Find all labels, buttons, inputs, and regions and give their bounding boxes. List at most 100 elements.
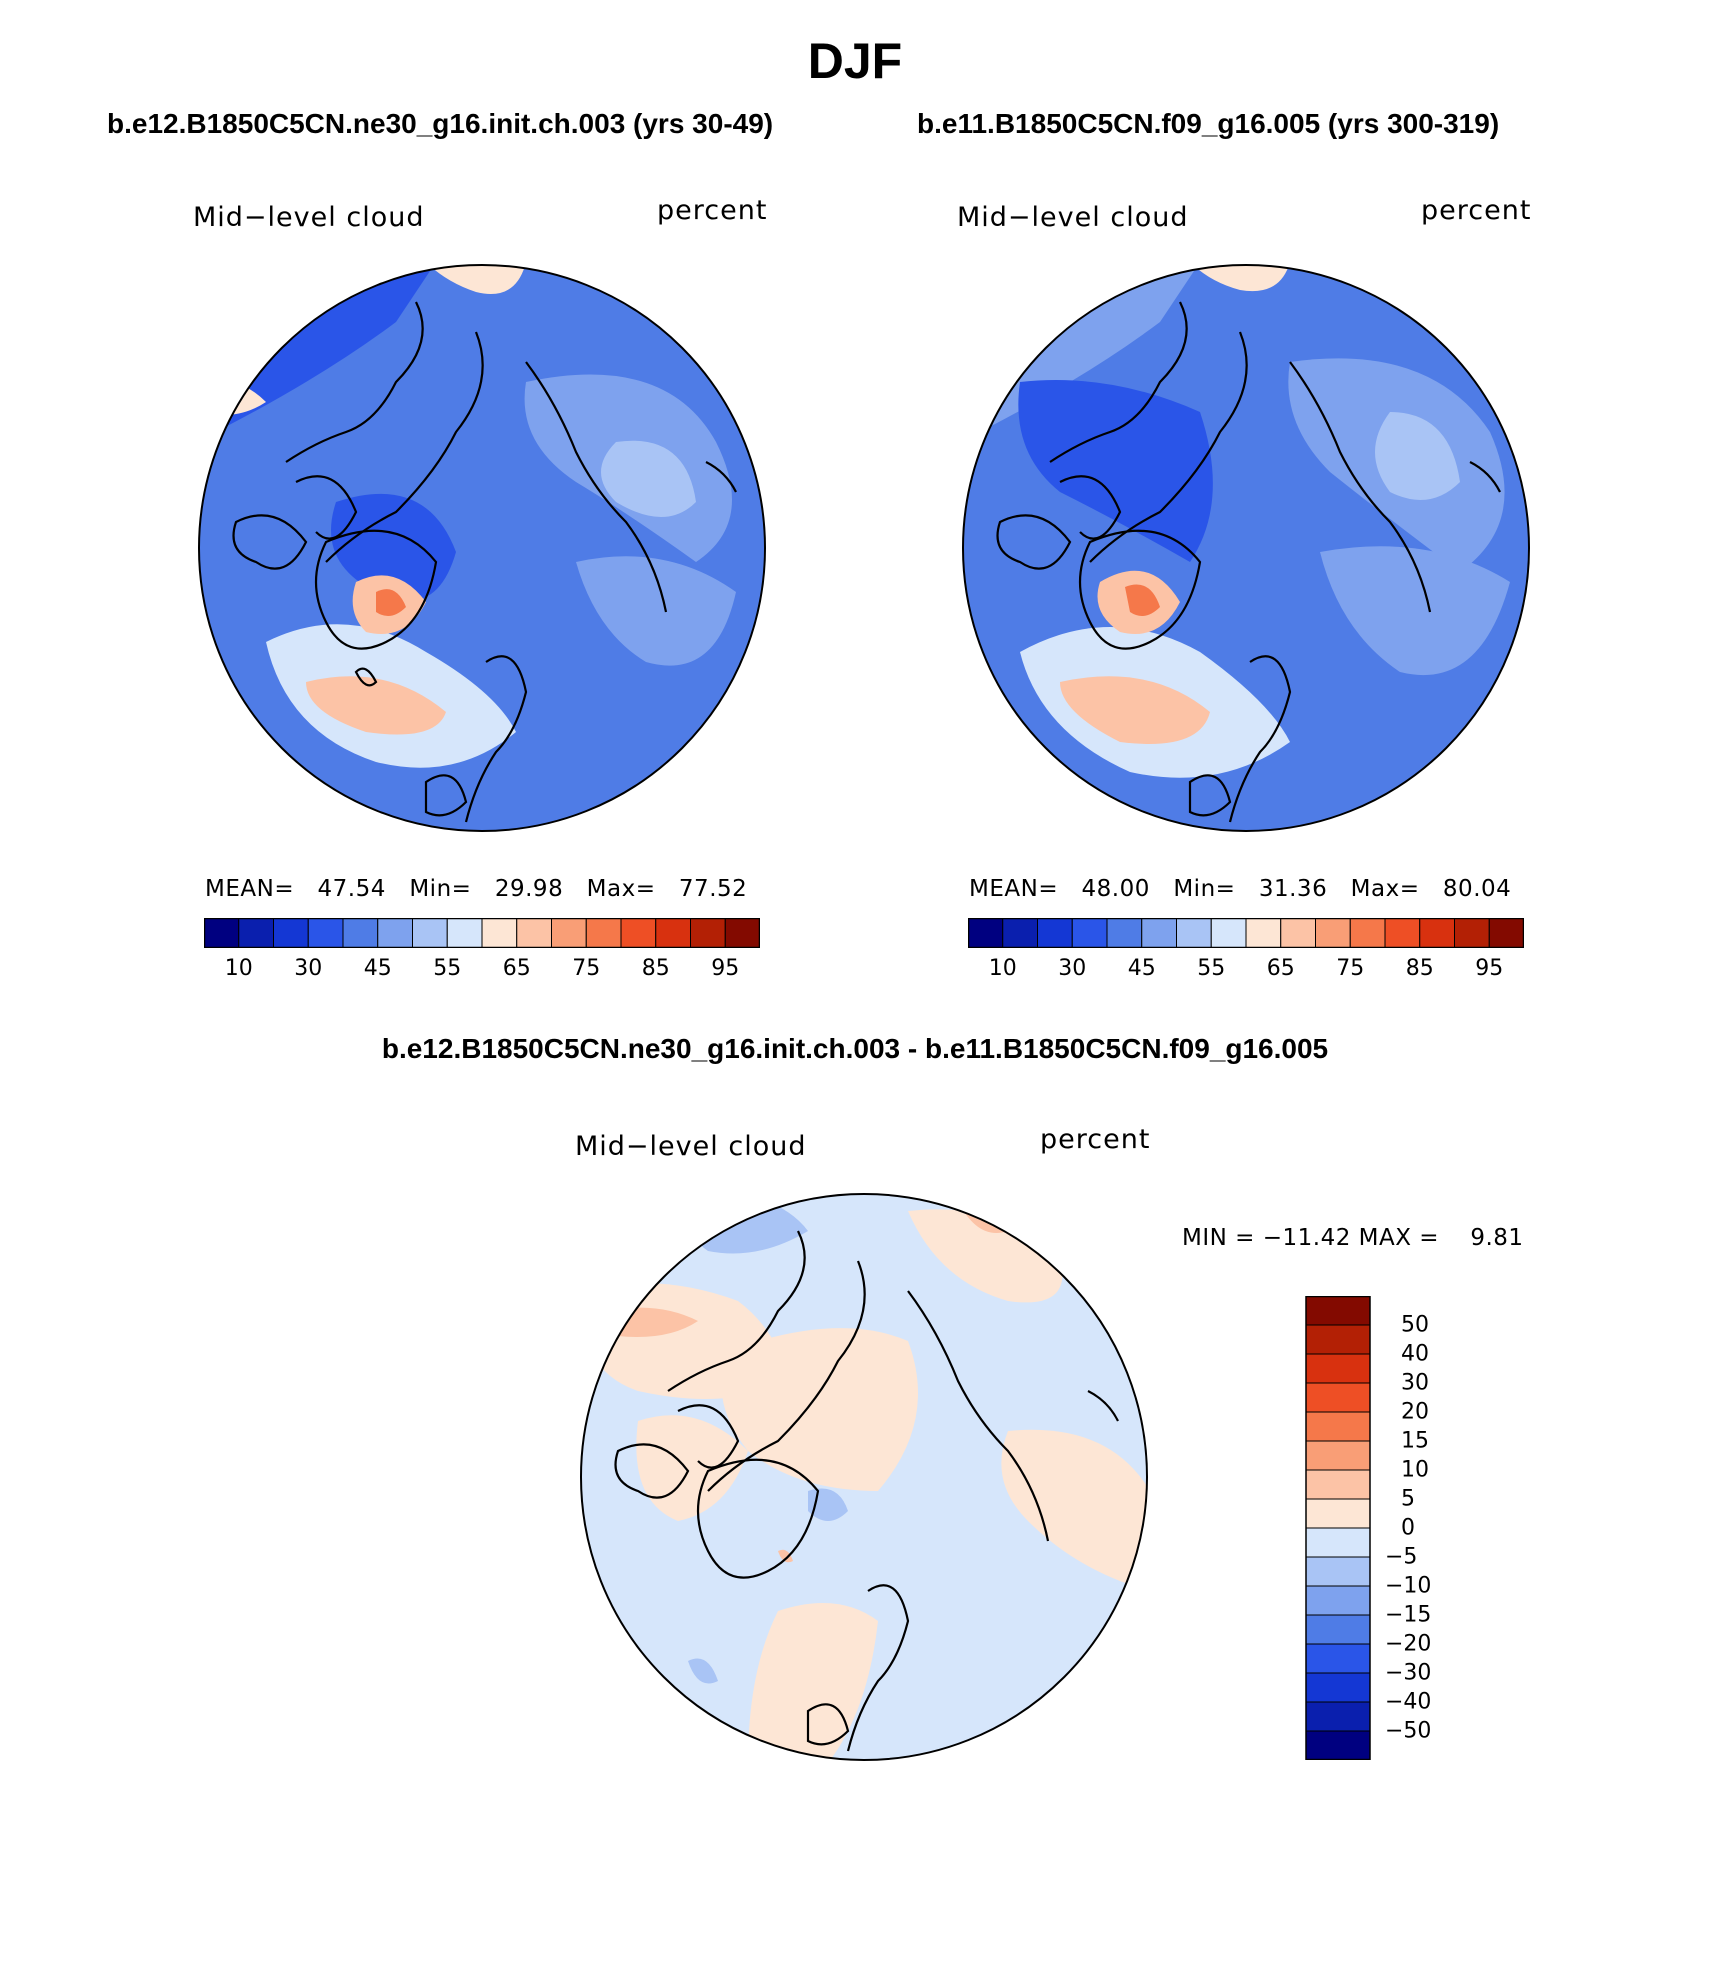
map-field-mid-region <box>1320 546 1510 676</box>
panel-left-case-title: b.e12.B1850C5CN.ne30_g16.init.ch.003 (yr… <box>107 108 774 139</box>
max-label: Max= <box>586 876 656 902</box>
map-field-low-region <box>331 493 456 601</box>
colorbar-frame <box>204 918 760 948</box>
map-field-positive-region <box>1001 1429 1147 1591</box>
colorbar-swatch <box>1349 918 1386 948</box>
colorbar-swatch <box>1315 918 1351 948</box>
colorbar-swatch <box>1071 918 1108 948</box>
colorbar-swatch <box>446 918 483 948</box>
colorbar-tick-label: 85 <box>1405 956 1434 981</box>
map-field-positive-region <box>721 1328 918 1491</box>
difference-variable-label: Mid−level cloud <box>575 1131 807 1162</box>
min-value: 31.36 <box>1258 876 1328 902</box>
colorbar-tick-label: −30 <box>1385 1660 1432 1686</box>
colorbar-swatch <box>481 918 518 948</box>
colorbar-tick-label: 65 <box>502 956 531 981</box>
colorbar-tick-label: 75 <box>1336 956 1365 981</box>
panel-right-units-label: percent <box>1421 195 1532 226</box>
panel-left-units-label: percent <box>657 195 768 226</box>
colorbar-tick-label: 5 <box>1401 1486 1415 1512</box>
coastlines <box>996 301 1501 823</box>
colorbar-frame <box>968 918 1524 948</box>
coastlines <box>232 301 737 823</box>
colorbar-swatch <box>1305 1672 1371 1703</box>
colorbar-swatch <box>1305 1469 1371 1500</box>
max-value: 80.04 <box>1442 876 1512 902</box>
colorbar-tick-label: 85 <box>641 956 670 981</box>
colorbar-tick-label: −5 <box>1385 1544 1418 1570</box>
colorbar-swatch <box>1305 1614 1371 1645</box>
mean-label: MEAN= <box>969 876 1059 902</box>
panel-right-map <box>962 264 1530 832</box>
colorbar-tick-label: 15 <box>1401 1428 1429 1454</box>
colorbar-swatch <box>1305 1324 1371 1355</box>
colorbar-tick-label: 45 <box>1127 956 1156 981</box>
colorbar-swatch <box>690 918 726 948</box>
colorbar-tick-label: 95 <box>711 956 740 981</box>
panel-right-variable-label: Mid−level cloud <box>957 202 1189 233</box>
colorbar-swatch <box>1305 1643 1371 1674</box>
panel-left-stats: MEAN= 47.54 Min= 29.98 Max= 77.52 <box>205 876 747 902</box>
map-field-high-region <box>1060 676 1210 744</box>
colorbar-tick-label: 10 <box>988 956 1017 981</box>
colorbar-swatch <box>1454 918 1490 948</box>
colorbar-tick-label: 45 <box>363 956 392 981</box>
mean-value: 47.54 <box>317 876 386 902</box>
colorbar-swatch <box>1305 1296 1371 1326</box>
panel-right-stats: MEAN= 48.00 Min= 31.36 Max= 80.04 <box>969 876 1511 902</box>
difference-colorbar <box>1305 1296 1371 1760</box>
colorbar-swatch <box>585 918 622 948</box>
colorbar-swatch <box>1176 918 1212 948</box>
colorbar-swatch <box>655 918 691 948</box>
difference-minmax: MIN = −11.42 MAX = 9.81 <box>1182 1225 1524 1251</box>
colorbar-swatch <box>1384 918 1421 948</box>
panel-left-colorbar-ticks: 10 30 45 55 65 75 85 95 <box>204 956 760 986</box>
colorbar-swatch <box>273 918 309 948</box>
colorbar-swatch <box>620 918 657 948</box>
map-field-positive-region <box>636 1415 748 1521</box>
panel-right-colorbar-ticks: 10 30 45 55 65 75 85 95 <box>968 956 1524 986</box>
colorbar-tick-label: −20 <box>1385 1631 1432 1657</box>
colorbar-tick-label: −40 <box>1385 1689 1432 1715</box>
colorbar-tick-label: 95 <box>1475 956 1504 981</box>
map-field-peak-region <box>1125 584 1160 616</box>
colorbar-tick-label: 55 <box>1197 956 1226 981</box>
coastlines <box>614 1230 1119 1752</box>
difference-units-label: percent <box>1040 1124 1151 1155</box>
colorbar-swatch <box>1305 1556 1371 1587</box>
colorbar-tick-label: 40 <box>1401 1341 1429 1367</box>
map-field-high-region <box>1190 265 1290 292</box>
main-title: DJF <box>807 33 903 89</box>
colorbar-swatch <box>1488 918 1524 948</box>
min-value: 29.98 <box>494 876 564 902</box>
colorbar-swatch <box>1037 918 1073 948</box>
colorbar-tick-label: −15 <box>1385 1602 1432 1628</box>
mean-value: 48.00 <box>1081 876 1150 902</box>
panel-right-case-title: b.e11.B1850C5CN.f09_g16.005 (yrs 300-319… <box>917 108 1500 139</box>
colorbar-tick-label: 30 <box>1058 956 1087 981</box>
colorbar-swatch <box>1419 918 1455 948</box>
colorbar-swatch <box>1002 918 1038 948</box>
colorbar-tick-label: 0 <box>1401 1515 1415 1541</box>
colorbar-swatch <box>1305 1701 1371 1732</box>
panel-right-colorbar <box>968 918 1524 948</box>
colorbar-swatch <box>204 918 240 948</box>
colorbar-swatch <box>1106 918 1143 948</box>
colorbar-swatch <box>1210 918 1247 948</box>
mean-label: MEAN= <box>205 876 295 902</box>
colorbar-tick-label: 30 <box>294 956 323 981</box>
min-label: Min= <box>1173 876 1236 902</box>
min-label: Min= <box>409 876 472 902</box>
max-value: 77.52 <box>678 876 748 902</box>
colorbar-swatch <box>1280 918 1316 948</box>
colorbar-tick-label: 20 <box>1401 1399 1429 1425</box>
map-field-high-region <box>426 265 526 294</box>
colorbar-swatch <box>238 918 274 948</box>
difference-colorbar-ticks: 50 40 30 20 15 10 5 0 −5 −10 −15 −20 −30 −40 −50 <box>1385 1296 1505 1760</box>
colorbar-tick-label: 55 <box>433 956 462 981</box>
map-field-negative-region <box>688 1658 718 1684</box>
colorbar-swatch <box>1305 1440 1371 1471</box>
colorbar-swatch <box>1305 1730 1371 1760</box>
max-label: Max= <box>1350 876 1420 902</box>
colorbar-swatch <box>307 918 344 948</box>
